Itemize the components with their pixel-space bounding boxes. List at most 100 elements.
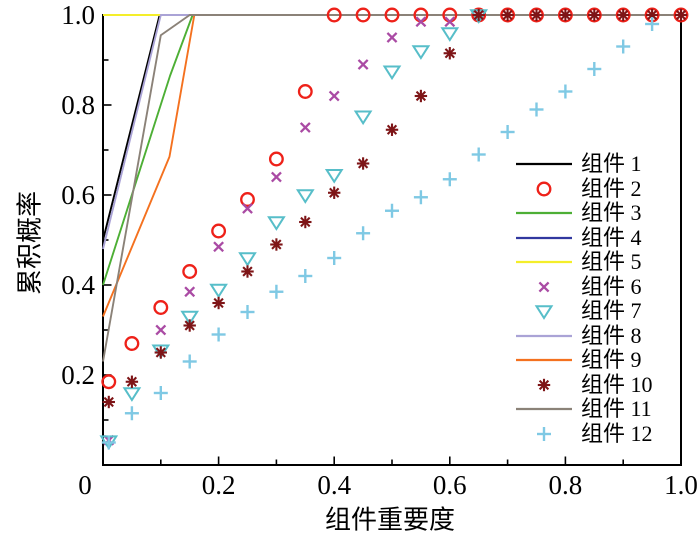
plus-marker xyxy=(356,226,371,241)
circle-marker xyxy=(101,374,117,390)
x-marker xyxy=(444,16,456,28)
x-marker xyxy=(328,90,340,102)
circle-marker xyxy=(673,7,689,23)
triangle-down-marker xyxy=(267,216,286,231)
asterisk-marker xyxy=(385,123,399,136)
legend-item-4: 组件 4 xyxy=(514,225,653,251)
legend: 组件 1 组件 2 组件 3 组件 4 组件 5 组件 6 组件 7 组件 8 xyxy=(514,151,653,446)
asterisk-marker xyxy=(588,8,601,22)
asterisk-marker xyxy=(472,8,485,22)
legend-asterisk-marker-swatch-icon xyxy=(537,378,551,391)
triangle-down-marker xyxy=(151,344,171,360)
plus-marker xyxy=(587,62,602,76)
circle-marker xyxy=(124,336,140,351)
asterisk-marker xyxy=(270,238,283,251)
triangle-down-marker xyxy=(122,387,142,402)
legend-label: 组件 9 xyxy=(581,347,642,372)
tick-label: 1.0 xyxy=(61,0,95,30)
plus-marker xyxy=(537,426,551,441)
triangle-down-marker xyxy=(534,305,554,321)
triangle-down-marker xyxy=(440,27,460,42)
plus-marker xyxy=(645,17,660,31)
circle-marker xyxy=(240,192,255,207)
circle-marker xyxy=(268,151,284,167)
legend-label: 组件 8 xyxy=(581,322,642,348)
plus-marker xyxy=(211,327,226,342)
tick-label: 0.2 xyxy=(61,360,95,390)
asterisk-marker xyxy=(212,296,225,310)
triangle-down-marker xyxy=(180,310,200,326)
series-scatter-组件 7 xyxy=(99,9,489,451)
plus-marker xyxy=(442,172,457,187)
plus-marker xyxy=(101,435,116,450)
legend-item-1: 组件 1 xyxy=(514,151,653,177)
tick-label: 0.4 xyxy=(317,470,351,500)
plus-marker xyxy=(529,102,544,117)
legend-item-8: 组件 8 xyxy=(514,322,653,349)
scatter-series-layer xyxy=(99,7,689,451)
circle-marker xyxy=(557,7,573,23)
plus-marker xyxy=(616,39,631,54)
triangle-down-marker xyxy=(411,45,431,60)
legend-item-7: 组件 7 xyxy=(514,298,653,324)
triangle-down-marker xyxy=(209,283,228,299)
tick-label: 0 xyxy=(78,470,92,500)
triangle-down-marker xyxy=(324,168,344,184)
asterisk-marker xyxy=(299,215,312,229)
legend-plus-marker-swatch-icon xyxy=(537,426,551,441)
circle-marker xyxy=(297,84,313,99)
plus-marker xyxy=(413,190,428,205)
series-scatter-组件 12 xyxy=(101,17,660,450)
legend-label: 组件 11 xyxy=(581,396,652,421)
circle-marker xyxy=(182,264,198,279)
legend-x-marker-swatch-icon xyxy=(538,281,550,293)
plus-marker xyxy=(327,251,342,265)
circle-marker xyxy=(615,7,631,23)
x-marker xyxy=(357,59,369,70)
plus-marker xyxy=(558,84,573,99)
x-marker xyxy=(299,122,311,133)
circle-marker xyxy=(536,181,552,197)
legend-line-swatch-icon xyxy=(516,163,572,166)
series-scatter-组件 2 xyxy=(101,7,689,390)
legend-item-10: 组件 10 xyxy=(514,371,653,398)
plus-marker xyxy=(153,386,168,400)
asterisk-marker xyxy=(530,8,543,22)
tick-label: 0.4 xyxy=(61,270,95,300)
legend-line-swatch-icon xyxy=(516,212,572,215)
x-marker xyxy=(538,281,550,293)
plus-marker xyxy=(500,125,515,139)
legend-label: 组件 3 xyxy=(581,200,642,225)
legend-item-9: 组件 9 xyxy=(514,347,653,373)
legend-label: 组件 5 xyxy=(581,249,642,274)
legend-label: 组件 10 xyxy=(581,371,653,397)
x-marker xyxy=(155,324,167,336)
tick-label: 0.6 xyxy=(433,470,467,500)
asterisk-marker xyxy=(328,186,341,199)
legend-label: 组件 12 xyxy=(581,420,653,446)
legend-item-3: 组件 3 xyxy=(514,200,653,226)
tick-labels: 0 0.2 0.4 0.6 0.8 1.0 0.2 0.4 0.6 0.8 1.0 xyxy=(61,0,698,500)
asterisk-marker xyxy=(414,89,428,103)
asterisk-marker xyxy=(501,8,514,22)
legend-line-swatch-icon xyxy=(516,359,572,362)
circle-marker xyxy=(586,7,602,23)
triangle-down-marker xyxy=(295,189,315,204)
plus-marker xyxy=(471,147,486,162)
plus-marker xyxy=(385,203,399,218)
legend-item-11: 组件 11 xyxy=(514,396,653,422)
circle-marker xyxy=(326,7,342,23)
asterisk-marker xyxy=(617,8,630,22)
x-axis-title: 组件重要度 xyxy=(324,505,456,535)
circle-marker xyxy=(529,7,544,23)
triangle-down-marker xyxy=(238,252,257,267)
x-marker xyxy=(242,203,253,214)
legend-triangle-marker-swatch-icon xyxy=(534,305,554,321)
tick-label: 0.2 xyxy=(202,470,236,500)
triangle-down-marker xyxy=(353,110,373,126)
legend-line-swatch-icon xyxy=(516,236,572,239)
y-axis-title: 累积概率 xyxy=(15,190,45,296)
plus-marker xyxy=(269,284,284,299)
